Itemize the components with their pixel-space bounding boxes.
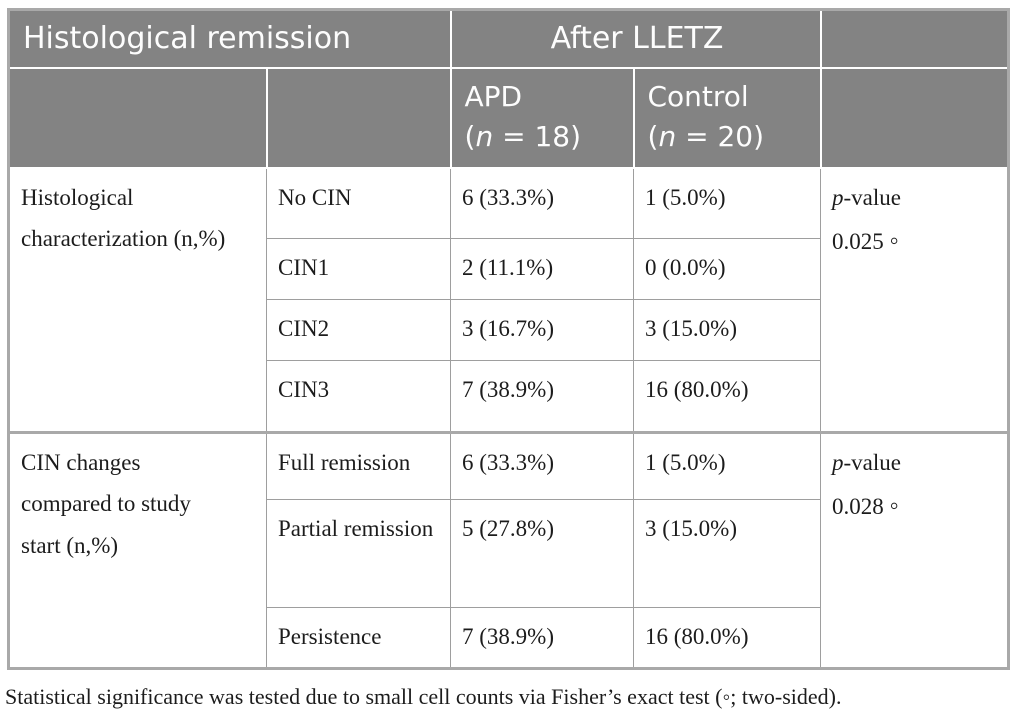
n-open: ( xyxy=(464,120,476,154)
control-value-cell: 0 (0.0%) xyxy=(633,238,821,300)
empty-header-cell xyxy=(819,66,1010,169)
n-count: = 20) xyxy=(676,120,765,154)
column-header-apd: APD (n = 18) xyxy=(449,66,635,169)
table-row: CIN changes compared to study start (n,%… xyxy=(8,431,1009,669)
column-header-control: Control (n = 20) xyxy=(632,66,822,169)
histological-remission-table: Histological remission After LLETZ APD (… xyxy=(7,8,1010,670)
p-value: 0.025 xyxy=(832,228,884,254)
table-row: CIN1 2 (11.1%) 0 (0.0%) xyxy=(9,238,1009,300)
table-footnote: Statistical significance was tested due … xyxy=(5,684,842,709)
category-cell: CIN2 xyxy=(266,299,451,361)
fisher-test-marker: ◦ xyxy=(889,225,899,255)
apd-value-cell: 3 (16.7%) xyxy=(450,299,634,361)
control-value-cell: 3 (15.0%) xyxy=(633,499,821,608)
p-label: -value xyxy=(843,450,901,475)
table-row: Partial remission 5 (27.8%) 3 (15.0%) xyxy=(9,499,1009,608)
p-symbol: p xyxy=(832,184,844,210)
table-title: Histological remission xyxy=(23,21,352,57)
category-cell: No CIN xyxy=(266,167,451,239)
section-label-cell: Histological characterization (n,%) xyxy=(8,167,267,433)
apd-value-cell: 7 (38.9%) xyxy=(450,360,634,433)
n-symbol: n xyxy=(658,120,677,154)
section-label: CIN changes compared to study start (n,%… xyxy=(21,450,191,558)
control-value-cell: 16 (80.0%) xyxy=(633,360,821,433)
apd-value-cell: 7 (38.9%) xyxy=(450,607,634,669)
column-name: APD xyxy=(464,79,523,113)
p-value-cell: p-value 0.028 ◦ xyxy=(820,431,1009,669)
control-value-cell: 16 (80.0%) xyxy=(633,607,821,669)
control-value-cell: 3 (15.0%) xyxy=(633,299,821,361)
apd-value-cell: 2 (11.1%) xyxy=(450,238,634,300)
empty-header-cell xyxy=(819,8,1010,69)
category-cell: Persistence xyxy=(266,607,451,669)
group-header-label: After LLETZ xyxy=(550,21,724,57)
p-symbol: p xyxy=(832,450,844,475)
header-row-columns: APD (n = 18) Control (n = 20) xyxy=(7,66,1010,169)
apd-value-cell: 6 (33.3%) xyxy=(450,431,634,500)
n-open: ( xyxy=(647,120,659,154)
p-value-cell: p-value 0.025 ◦ xyxy=(820,167,1009,433)
header-row-top: Histological remission After LLETZ xyxy=(7,8,1010,69)
empty-header-cell xyxy=(265,66,452,169)
control-value-cell: 1 (5.0%) xyxy=(633,431,821,500)
p-label: -value xyxy=(843,184,901,210)
table-title-cell: Histological remission xyxy=(7,8,452,69)
section-label-cell: CIN changes compared to study start (n,%… xyxy=(8,431,267,669)
table-row: Histological characterization (n,%) No C… xyxy=(8,167,1009,433)
control-value-cell: 1 (5.0%) xyxy=(633,167,821,239)
n-count: = 18) xyxy=(493,120,582,154)
apd-value-cell: 5 (27.8%) xyxy=(450,499,634,608)
empty-header-cell xyxy=(7,66,268,169)
section-cin-changes: CIN changes compared to study start (n,%… xyxy=(8,431,1009,669)
p-value: 0.028 xyxy=(832,494,884,520)
fisher-test-marker: ◦ xyxy=(889,491,899,521)
category-cell: Partial remission xyxy=(266,499,451,608)
table-header: Histological remission After LLETZ APD (… xyxy=(7,8,1010,169)
n-symbol: n xyxy=(475,120,494,154)
category-cell: CIN3 xyxy=(266,360,451,433)
section-label: Histological characterization (n,%) xyxy=(21,184,226,251)
section-histological-characterization: Histological characterization (n,%) No C… xyxy=(8,167,1009,433)
column-name: Control xyxy=(647,79,749,113)
category-cell: Full remission xyxy=(266,431,451,500)
apd-value-cell: 6 (33.3%) xyxy=(450,167,634,239)
category-cell: CIN1 xyxy=(266,238,451,300)
group-header-cell: After LLETZ xyxy=(449,8,822,69)
table-row: Persistence 7 (38.9%) 16 (80.0%) xyxy=(9,607,1009,669)
